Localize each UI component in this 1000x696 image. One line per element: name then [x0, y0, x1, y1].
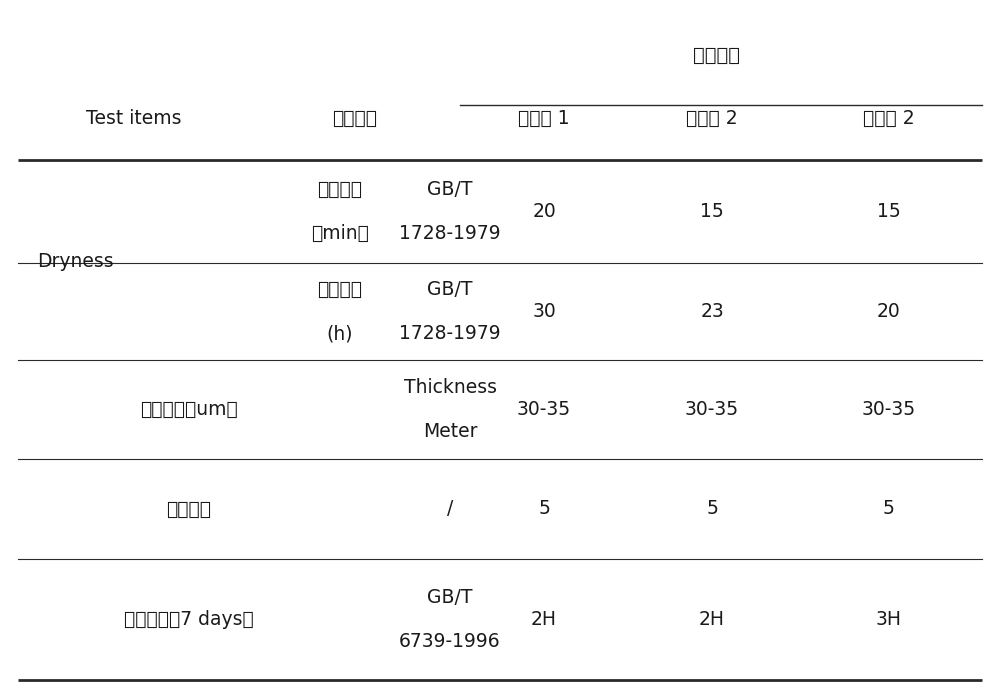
- Text: 测试结果: 测试结果: [693, 45, 740, 65]
- Text: Test items: Test items: [86, 109, 182, 127]
- Text: GB/T: GB/T: [427, 280, 473, 299]
- Text: 实施例 2: 实施例 2: [686, 109, 738, 127]
- Text: 20: 20: [877, 302, 901, 321]
- Text: 30: 30: [532, 302, 556, 321]
- Text: （min）: （min）: [311, 224, 369, 243]
- Text: 2H: 2H: [699, 610, 725, 629]
- Text: 3H: 3H: [876, 610, 902, 629]
- Text: 5: 5: [883, 500, 895, 519]
- Text: 30-35: 30-35: [517, 400, 571, 419]
- Text: 2H: 2H: [531, 610, 557, 629]
- Text: 漆膜厚度（um）: 漆膜厚度（um）: [140, 400, 238, 419]
- Text: Meter: Meter: [423, 422, 477, 441]
- Text: 测试方法: 测试方法: [332, 109, 378, 127]
- Text: (h): (h): [327, 324, 353, 343]
- Text: GB/T: GB/T: [427, 180, 473, 199]
- Text: 15: 15: [700, 202, 724, 221]
- Text: 耐化性能: 耐化性能: [166, 500, 212, 519]
- Text: 23: 23: [700, 302, 724, 321]
- Text: 表干时间: 表干时间: [318, 180, 362, 199]
- Text: 30-35: 30-35: [862, 400, 916, 419]
- Text: 铅笔硬度（7 days）: 铅笔硬度（7 days）: [124, 610, 254, 629]
- Text: 5: 5: [706, 500, 718, 519]
- Text: 实施例 2: 实施例 2: [863, 109, 915, 127]
- Text: Thickness: Thickness: [404, 378, 496, 397]
- Text: 30-35: 30-35: [685, 400, 739, 419]
- Text: 5: 5: [538, 500, 550, 519]
- Text: 20: 20: [532, 202, 556, 221]
- Text: 1728-1979: 1728-1979: [399, 224, 501, 243]
- Text: 实干时间: 实干时间: [318, 280, 362, 299]
- Text: /: /: [447, 500, 453, 519]
- Text: 15: 15: [877, 202, 901, 221]
- Text: Dryness: Dryness: [37, 252, 113, 271]
- Text: 6739-1996: 6739-1996: [399, 632, 501, 651]
- Text: 实施例 1: 实施例 1: [518, 109, 570, 127]
- Text: 1728-1979: 1728-1979: [399, 324, 501, 343]
- Text: GB/T: GB/T: [427, 588, 473, 607]
